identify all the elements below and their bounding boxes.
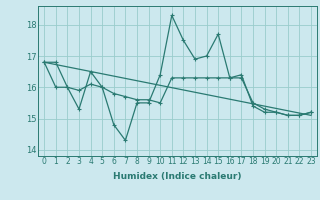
X-axis label: Humidex (Indice chaleur): Humidex (Indice chaleur) <box>113 172 242 181</box>
